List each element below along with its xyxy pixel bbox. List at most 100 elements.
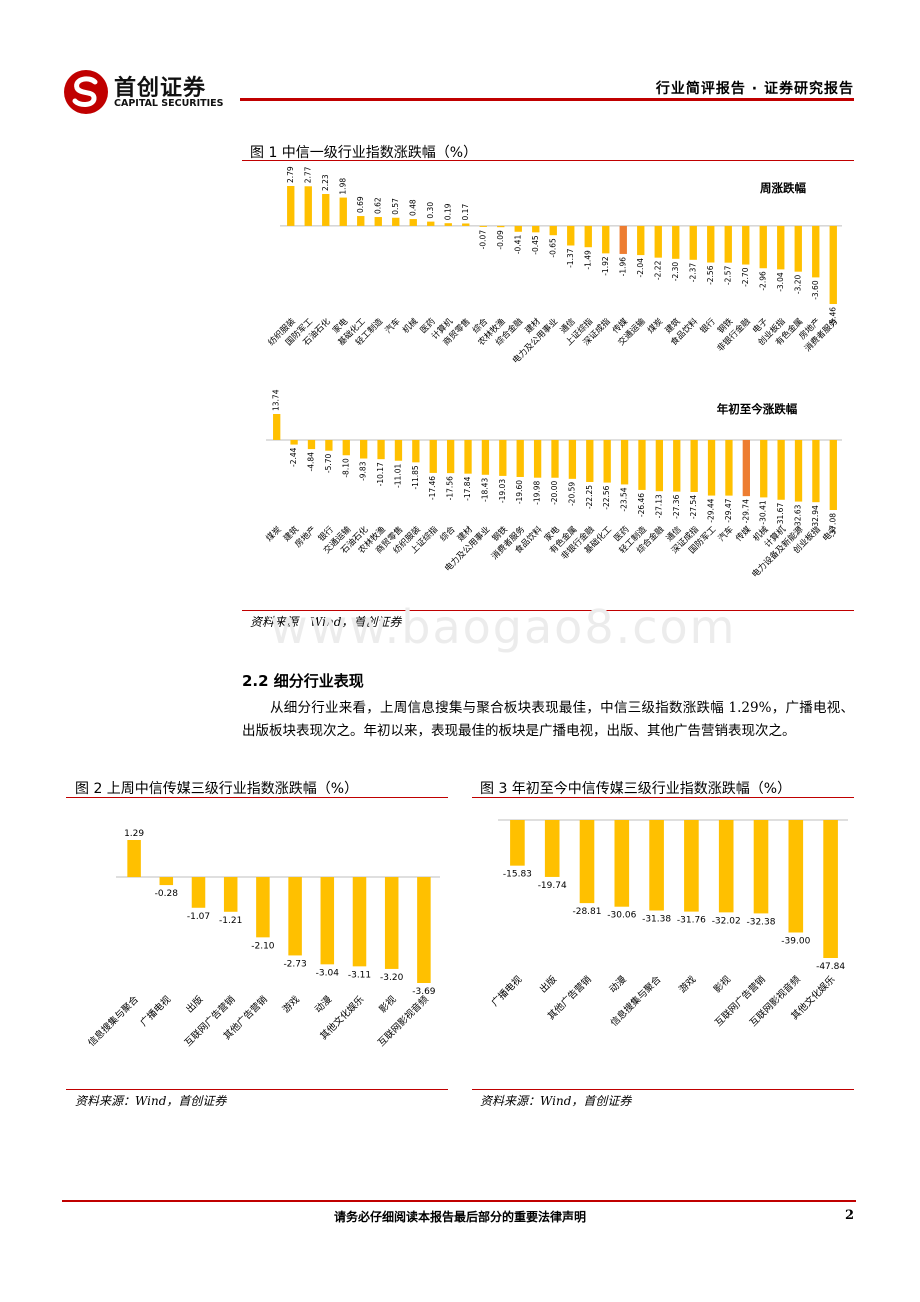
- bar: [374, 217, 382, 226]
- bar: [551, 439, 559, 478]
- data-label: -2.44: [289, 447, 298, 467]
- bar: [684, 820, 699, 912]
- bar: [191, 877, 206, 908]
- bar: [567, 225, 575, 246]
- bar: [742, 439, 750, 497]
- logo-mark-icon: [64, 70, 108, 114]
- bar: [829, 439, 837, 510]
- footer-disclaimer: 请务必仔细阅读本报告最后部分的重要法律声明: [333, 1210, 586, 1224]
- bar: [479, 225, 487, 227]
- data-label: -19.03: [498, 479, 507, 503]
- data-label: -15.83: [503, 870, 532, 880]
- bar: [753, 820, 769, 914]
- bar: [159, 877, 174, 886]
- bar: [394, 439, 403, 461]
- figure1-source: 资料来源：Wind，首创证券: [250, 615, 402, 629]
- data-label: -17.84: [463, 476, 472, 500]
- bar: [602, 225, 610, 254]
- bar: [794, 439, 803, 502]
- category-label: 电子: [820, 524, 840, 544]
- category-label: 综合: [438, 524, 458, 544]
- data-label: -3.20: [793, 274, 802, 294]
- logo-chinese-name: 首创证券: [114, 76, 207, 101]
- bar: [637, 225, 645, 256]
- bar: [412, 439, 420, 463]
- bar: [533, 439, 542, 478]
- category-label: 汽车: [716, 524, 736, 544]
- data-label: -1.49: [583, 250, 592, 270]
- data-label: -29.44: [707, 498, 716, 522]
- bar: [707, 225, 715, 263]
- category-label: 出版: [537, 973, 559, 995]
- bar: [777, 439, 785, 500]
- data-label: -2.04: [636, 258, 645, 278]
- bar: [812, 225, 820, 278]
- chart-title: 周涨跌幅: [760, 181, 806, 195]
- data-label: -4.84: [306, 452, 315, 472]
- data-label: -0.65: [548, 238, 557, 258]
- data-label: -32.38: [746, 917, 775, 927]
- bar: [320, 877, 335, 965]
- bar: [127, 840, 141, 878]
- category-label: 非银行金融: [715, 316, 753, 354]
- bar: [322, 194, 330, 226]
- data-label: -30.41: [759, 500, 768, 524]
- bar: [429, 439, 437, 473]
- bar: [223, 877, 238, 912]
- bar: [357, 216, 365, 226]
- bar: [568, 439, 577, 479]
- bar: [760, 439, 768, 498]
- data-label: -3.04: [316, 968, 340, 978]
- bar: [409, 219, 417, 226]
- data-label: 2.79: [286, 166, 295, 183]
- bar: [307, 439, 316, 450]
- data-label: -1.37: [566, 248, 575, 268]
- bar: [654, 225, 662, 258]
- bar: [288, 877, 302, 956]
- data-label: -1.96: [618, 257, 627, 277]
- data-label: -0.41: [513, 235, 522, 255]
- header-rule: [240, 98, 854, 101]
- bar: [514, 225, 522, 232]
- bar: [377, 439, 385, 460]
- data-label: -23.54: [620, 487, 629, 511]
- data-label: -22.25: [585, 485, 594, 509]
- bar: [427, 221, 435, 226]
- category-label: 游戏: [280, 993, 302, 1015]
- data-label: -20.59: [567, 482, 576, 506]
- category-label: 游戏: [676, 973, 698, 995]
- figure3-title: 图 3 年初至今中信传媒三级行业指数涨跌幅（%）: [480, 781, 792, 797]
- data-label: -0.07: [478, 230, 487, 250]
- data-label: -9.83: [359, 461, 368, 481]
- data-label: -10.17: [376, 462, 385, 486]
- figure3-bottom-rule: [472, 1089, 854, 1090]
- figure3-source: 资料来源：Wind，首创证券: [480, 1094, 632, 1108]
- media-weekly-chart: 1.29信息搜集与聚合-0.28广播电视-1.07出版-1.21互联网广告营销-…: [85, 829, 440, 1049]
- data-label: -31.67: [776, 503, 785, 527]
- figure1-top-rule: [242, 160, 854, 161]
- bar: [497, 225, 505, 228]
- section-paragraph: 从细分行业来看，上周信息搜集与聚合板块表现最佳，中信三级指数涨跌幅 1.29%，…: [242, 700, 854, 739]
- bar: [446, 439, 455, 474]
- watermark: www.baogao8.com: [270, 600, 737, 654]
- data-label: -27.54: [689, 495, 698, 519]
- data-label: -32.63: [794, 504, 803, 528]
- bar: [532, 225, 540, 233]
- data-label: -2.96: [758, 271, 767, 291]
- bar: [444, 223, 452, 226]
- bar: [718, 820, 734, 913]
- data-label: -18.43: [480, 478, 489, 502]
- data-label: -5.70: [324, 453, 333, 473]
- bar: [725, 439, 733, 496]
- data-label: 0.19: [443, 203, 452, 220]
- data-label: -5.46: [828, 307, 837, 327]
- category-label: 汽车: [383, 316, 403, 336]
- figure2-source: 资料来源：Wind，首创证券: [75, 1094, 227, 1108]
- figure1-title: 图 1 中信一级行业指数涨跌幅（%）: [250, 145, 478, 161]
- company-logo: 首创证券 CAPITAL SECURITIES: [62, 68, 252, 116]
- data-label: -37.08: [828, 513, 837, 537]
- ytd-change-chart: 年初至今涨跌幅13.74煤炭-2.44建筑-4.84房地产-5.70银行-8.1…: [264, 389, 842, 580]
- bar: [273, 414, 281, 440]
- data-label: -1.92: [601, 256, 610, 276]
- data-label: -30.06: [607, 911, 636, 921]
